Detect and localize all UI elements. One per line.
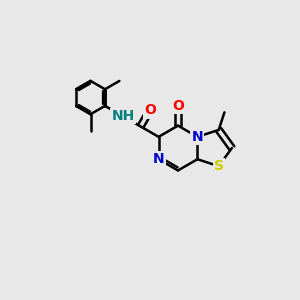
Text: N: N [153,152,164,166]
Text: NH: NH [111,109,135,123]
Text: S: S [214,159,224,173]
Text: O: O [172,99,184,113]
Text: O: O [144,103,156,117]
Text: N: N [192,130,203,144]
